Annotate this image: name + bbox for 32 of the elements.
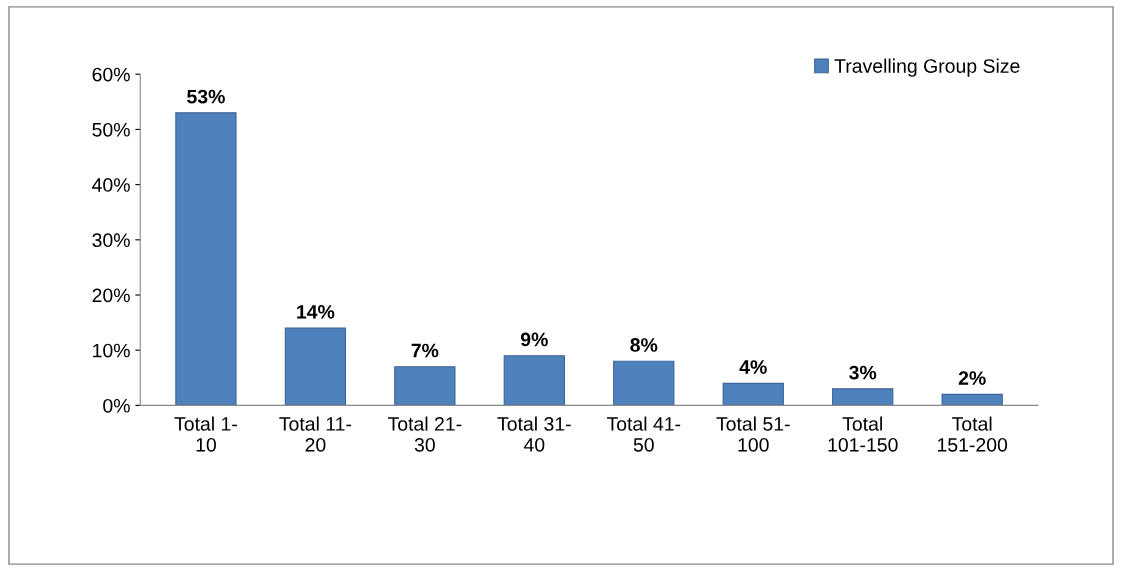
- data-label: 2%: [958, 371, 986, 385]
- x-tick-label: Total 21-30: [388, 416, 462, 452]
- bar: [394, 366, 456, 406]
- x-tick-label: Total 31-40: [497, 416, 571, 452]
- bar: [503, 355, 565, 406]
- y-tick-label: 0%: [103, 398, 130, 413]
- bar: [941, 393, 1003, 406]
- bar: [722, 382, 784, 406]
- y-tick-label: 30%: [92, 233, 130, 248]
- data-label: 4%: [739, 360, 767, 374]
- data-label: 8%: [630, 338, 658, 352]
- data-label: 9%: [520, 332, 548, 347]
- data-label: 3%: [849, 365, 877, 380]
- bar: [613, 360, 675, 406]
- data-label: 14%: [297, 305, 335, 319]
- legend-label: Travelling Group Size: [834, 58, 1020, 77]
- bar: [832, 388, 894, 406]
- x-tick-label: Total 101-150: [828, 416, 898, 452]
- y-tick-label: 50%: [92, 122, 130, 137]
- x-tick-label: Total 51-100: [716, 416, 790, 452]
- bar: [284, 327, 347, 406]
- x-tick-label: Total 151-200: [937, 416, 1008, 452]
- y-tick-label: 60%: [92, 67, 130, 82]
- y-tick-label: 20%: [92, 288, 130, 303]
- x-tick-label: Total 11-20: [279, 416, 352, 452]
- data-label: 53%: [187, 89, 225, 104]
- y-tick-label: 10%: [93, 343, 130, 358]
- data-label: 7%: [411, 343, 439, 358]
- y-tick-label: 40%: [92, 178, 130, 192]
- x-tick-label: Total 41-50: [606, 416, 681, 452]
- bar: [175, 112, 237, 406]
- x-tick-label: Total 1-10: [174, 416, 237, 452]
